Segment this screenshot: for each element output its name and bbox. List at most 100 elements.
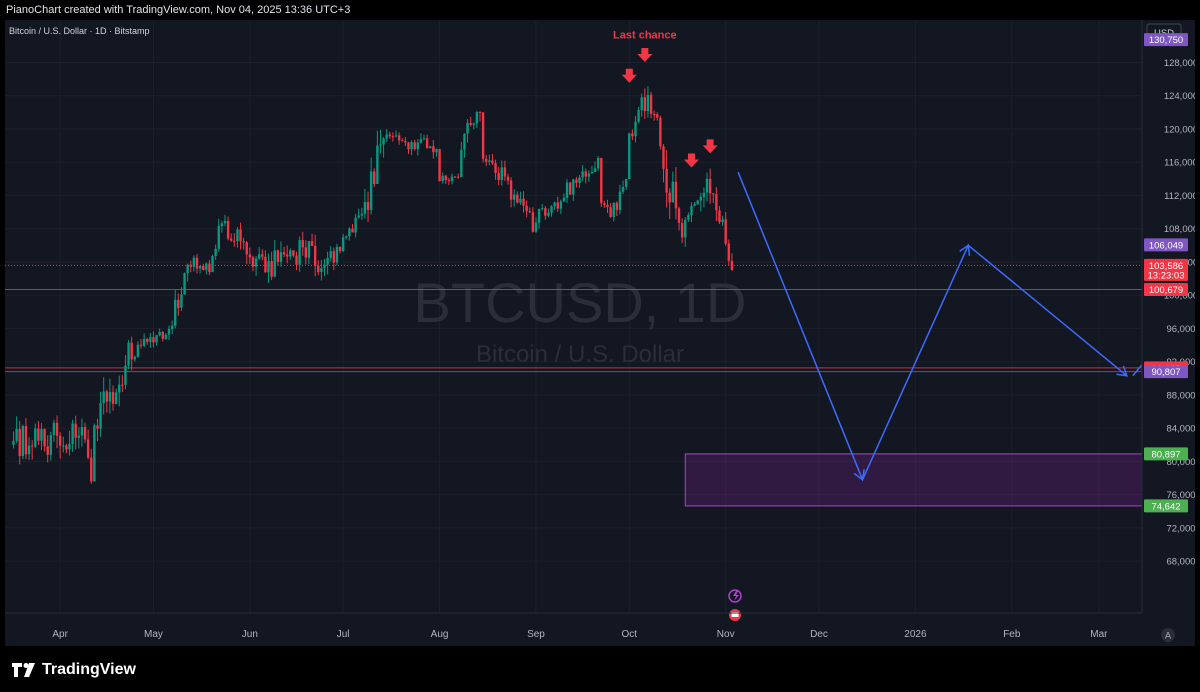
candle[interactable]	[640, 93, 643, 117]
candle[interactable]	[310, 233, 314, 247]
candle[interactable]	[721, 215, 724, 226]
candle[interactable]	[93, 423, 96, 482]
candle[interactable]	[236, 227, 239, 248]
candle[interactable]	[513, 189, 516, 207]
candle[interactable]	[83, 422, 87, 443]
candle[interactable]	[715, 187, 718, 222]
candle[interactable]	[121, 375, 124, 393]
candle[interactable]	[559, 199, 563, 215]
candle[interactable]	[348, 227, 351, 241]
candle[interactable]	[320, 259, 323, 281]
candle[interactable]	[363, 189, 367, 219]
candle[interactable]	[102, 377, 105, 415]
auto-scale-button[interactable]	[1161, 628, 1175, 642]
price-chart[interactable]: BTCUSD, 1D Bitcoin / U.S. Dollar Last chan…	[5, 20, 1195, 646]
candle[interactable]	[680, 218, 684, 244]
candle[interactable]	[562, 193, 566, 202]
candle[interactable]	[174, 290, 177, 329]
candle[interactable]	[34, 423, 37, 449]
candle[interactable]	[295, 251, 298, 271]
candle[interactable]	[189, 260, 192, 273]
candle[interactable]	[687, 212, 690, 222]
candle[interactable]	[394, 130, 398, 138]
candle[interactable]	[553, 201, 556, 210]
candle[interactable]	[124, 354, 127, 390]
candle[interactable]	[522, 191, 525, 213]
candle[interactable]	[699, 192, 703, 212]
tradingview-logo[interactable]: TradingView	[12, 658, 136, 682]
candle[interactable]	[248, 247, 252, 265]
candle[interactable]	[118, 375, 121, 407]
candle[interactable]	[516, 191, 519, 204]
candle[interactable]	[335, 243, 339, 266]
candle[interactable]	[142, 333, 146, 348]
candle[interactable]	[71, 419, 74, 453]
candle[interactable]	[65, 443, 68, 454]
candle[interactable]	[603, 200, 606, 208]
candle[interactable]	[30, 440, 34, 460]
candle[interactable]	[422, 134, 426, 141]
candle[interactable]	[388, 131, 392, 139]
candle[interactable]	[690, 202, 693, 222]
candle[interactable]	[550, 205, 553, 217]
candle[interactable]	[665, 150, 668, 208]
candle[interactable]	[572, 178, 575, 202]
candle[interactable]	[52, 419, 56, 442]
candle[interactable]	[463, 133, 466, 158]
candle[interactable]	[354, 213, 357, 238]
candle[interactable]	[416, 139, 419, 156]
candle[interactable]	[233, 233, 236, 247]
candle[interactable]	[519, 191, 522, 205]
candle[interactable]	[429, 145, 432, 149]
candle[interactable]	[646, 86, 650, 118]
candle[interactable]	[108, 378, 112, 414]
candle[interactable]	[242, 237, 245, 250]
candle[interactable]	[18, 421, 21, 465]
candle[interactable]	[261, 249, 264, 261]
candle[interactable]	[447, 177, 451, 185]
candle[interactable]	[192, 255, 196, 272]
candle[interactable]	[251, 255, 255, 272]
candle[interactable]	[628, 132, 631, 180]
candle[interactable]	[155, 334, 158, 346]
candle[interactable]	[282, 246, 286, 257]
price-tag[interactable]: 74,642	[1144, 499, 1188, 513]
candle[interactable]	[177, 293, 180, 316]
candle[interactable]	[80, 418, 84, 447]
candle[interactable]	[195, 254, 199, 274]
candle[interactable]	[581, 164, 584, 181]
candle[interactable]	[407, 141, 410, 155]
candle[interactable]	[230, 233, 233, 242]
candle[interactable]	[208, 259, 211, 276]
candle[interactable]	[376, 130, 379, 185]
candle[interactable]	[40, 423, 43, 451]
candle[interactable]	[43, 428, 46, 452]
candle[interactable]	[472, 122, 475, 130]
candle[interactable]	[541, 204, 544, 211]
candle[interactable]	[618, 184, 622, 215]
candle[interactable]	[441, 172, 444, 184]
candle[interactable]	[214, 244, 217, 260]
price-tag[interactable]: 90,807	[1144, 365, 1188, 379]
candle[interactable]	[167, 325, 171, 341]
candle[interactable]	[12, 431, 15, 449]
price-tag[interactable]: 130,750	[1144, 33, 1188, 47]
candle[interactable]	[62, 436, 65, 453]
candle[interactable]	[478, 111, 482, 122]
candle[interactable]	[133, 355, 136, 362]
candle[interactable]	[313, 234, 317, 277]
price-tag[interactable]: 100,679	[1144, 283, 1188, 297]
candle[interactable]	[615, 201, 619, 217]
candle[interactable]	[537, 208, 541, 229]
candle[interactable]	[634, 116, 637, 143]
candle[interactable]	[684, 216, 687, 247]
candle[interactable]	[674, 167, 678, 220]
candle[interactable]	[544, 206, 547, 220]
candle[interactable]	[257, 246, 261, 261]
candle[interactable]	[301, 231, 304, 256]
candle[interactable]	[96, 418, 99, 442]
candle[interactable]	[718, 206, 721, 225]
candle[interactable]	[158, 328, 161, 337]
candle[interactable]	[596, 155, 600, 171]
candle[interactable]	[475, 111, 479, 129]
